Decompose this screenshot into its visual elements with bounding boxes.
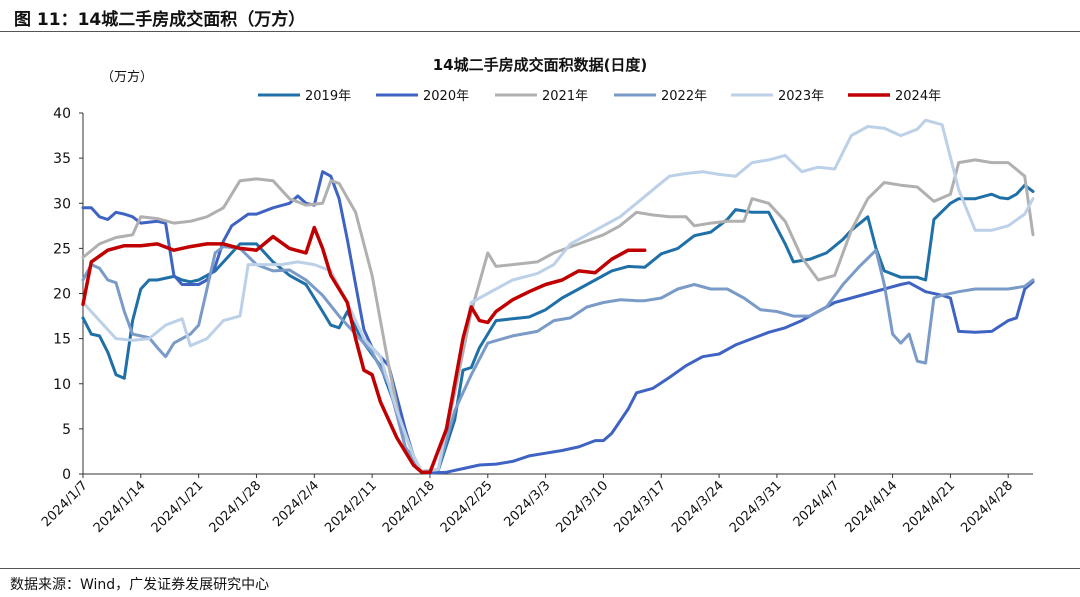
x-tick-label: 2024/1/21: [149, 478, 207, 536]
data-source-note: 数据来源：Wind，广发证券发展研究中心: [10, 577, 270, 593]
y-tick-label: 5: [62, 422, 71, 438]
series-line-2020年: [81, 170, 1035, 475]
legend-label: 2022年: [661, 89, 707, 104]
x-tick-label: 2024/3/24: [669, 478, 727, 536]
y-tick-label: 40: [53, 106, 71, 122]
figure-header: 图 11：14城二手房成交面积（万方）: [0, 0, 1080, 34]
x-tick-label: 2024/2/18: [380, 478, 438, 536]
figure-caption: 图 11：14城二手房成交面积（万方）: [14, 10, 306, 30]
series-line-2023年: [81, 118, 1035, 473]
x-tick-label: 2024/4/28: [958, 478, 1016, 536]
chart-title: 14城二手房成交面积数据(日度): [433, 56, 648, 74]
legend-item: 2020年: [376, 89, 469, 104]
y-tick-label: 15: [53, 332, 71, 348]
x-tick-label: 2024/1/14: [91, 478, 149, 536]
x-tick-label: 2024/3/17: [611, 478, 669, 536]
y-tick-label: 0: [62, 467, 71, 483]
line-chart: 14城二手房成交面积数据(日度) （万方） 2019年 2020年 2021年 202…: [39, 56, 1035, 536]
y-tick-label: 20: [53, 287, 71, 303]
legend-label: 2023年: [778, 89, 824, 104]
legend-item: 2023年: [731, 89, 824, 104]
bottom-rule: [0, 568, 1080, 569]
series-line-2024年: [81, 225, 647, 474]
x-tick-label: 2024/2/4: [270, 478, 322, 530]
x-tick-label: 2024/1/7: [39, 478, 91, 530]
y-tick-label: 25: [53, 241, 71, 257]
series-line-2021年: [81, 158, 1035, 473]
y-tick-label: 10: [53, 377, 71, 393]
legend-label: 2020年: [423, 89, 469, 104]
top-rule: [0, 31, 1080, 32]
x-tick-label: 2024/2/25: [438, 478, 496, 536]
x-tick-label: 2024/2/11: [322, 478, 380, 536]
legend-item: 2019年: [258, 89, 351, 104]
x-tick-label: 2024/1/28: [207, 478, 265, 536]
legend-item: 2024年: [848, 89, 941, 104]
x-tick-label: 2024/3/3: [502, 478, 554, 530]
legend-label: 2021年: [542, 89, 588, 104]
y-tick-label: 35: [53, 151, 71, 167]
series-line-2022年: [81, 245, 1035, 473]
legend: 2019年 2020年 2021年 2022年 2023年 2024年: [258, 89, 941, 104]
series-line-2019年: [81, 183, 1035, 474]
x-tick-label: 2024/3/31: [727, 478, 785, 536]
legend-label: 2019年: [305, 89, 351, 104]
legend-label: 2024年: [895, 89, 941, 104]
x-tick-label: 2024/4/7: [791, 478, 843, 530]
x-tick-label: 2024/4/21: [900, 478, 958, 536]
y-tick-label: 30: [53, 196, 71, 212]
y-axis-unit-label: （万方）: [101, 69, 153, 85]
legend-item: 2022年: [614, 89, 707, 104]
legend-item: 2021年: [495, 89, 588, 104]
x-tick-label: 2024/3/10: [554, 478, 612, 536]
x-tick-label: 2024/4/14: [843, 478, 901, 536]
